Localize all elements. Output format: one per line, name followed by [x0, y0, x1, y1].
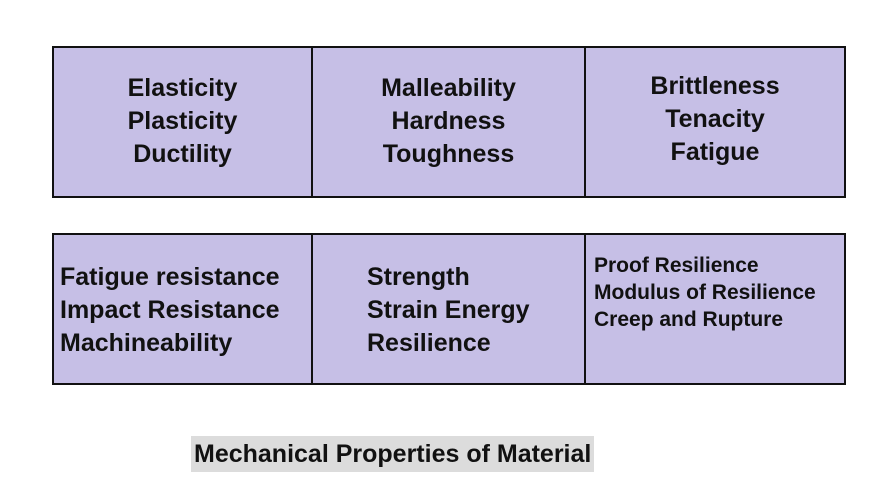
property-label: Ductility	[133, 140, 232, 168]
property-label: Strength	[367, 263, 470, 291]
property-cell-2: Malleability Hardness Toughness	[311, 48, 584, 196]
property-label: Modulus of Resilience	[594, 281, 816, 304]
property-label: Proof Resilience	[594, 254, 759, 277]
property-label: Tenacity	[665, 105, 765, 133]
property-cell-5: Strength Strain Energy Resilience	[311, 235, 584, 383]
properties-row-top: Elasticity Plasticity Ductility Malleabi…	[52, 46, 846, 198]
property-label: Brittleness	[650, 72, 780, 100]
property-cell-6: Proof Resilience Modulus of Resilience C…	[584, 235, 844, 383]
property-label: Plasticity	[127, 107, 238, 135]
property-label: Strain Energy	[367, 296, 530, 324]
property-label: Hardness	[391, 107, 506, 135]
diagram-caption: Mechanical Properties of Material	[191, 436, 595, 472]
property-label: Elasticity	[127, 74, 238, 102]
property-label: Toughness	[382, 140, 515, 168]
property-cell-1: Elasticity Plasticity Ductility	[54, 48, 311, 196]
properties-row-bottom: Fatigue resistance Impact Resistance Mac…	[52, 233, 846, 385]
property-label: Fatigue	[670, 138, 760, 166]
property-cell-4: Fatigue resistance Impact Resistance Mac…	[54, 235, 311, 383]
property-label: Creep and Rupture	[594, 308, 784, 331]
property-label: Malleability	[381, 74, 516, 102]
property-label: Impact Resistance	[60, 296, 280, 324]
property-label: Machineability	[60, 329, 233, 357]
property-label: Fatigue resistance	[60, 263, 280, 291]
property-cell-3: Brittleness Tenacity Fatigue	[584, 48, 844, 196]
property-label: Resilience	[367, 329, 491, 357]
